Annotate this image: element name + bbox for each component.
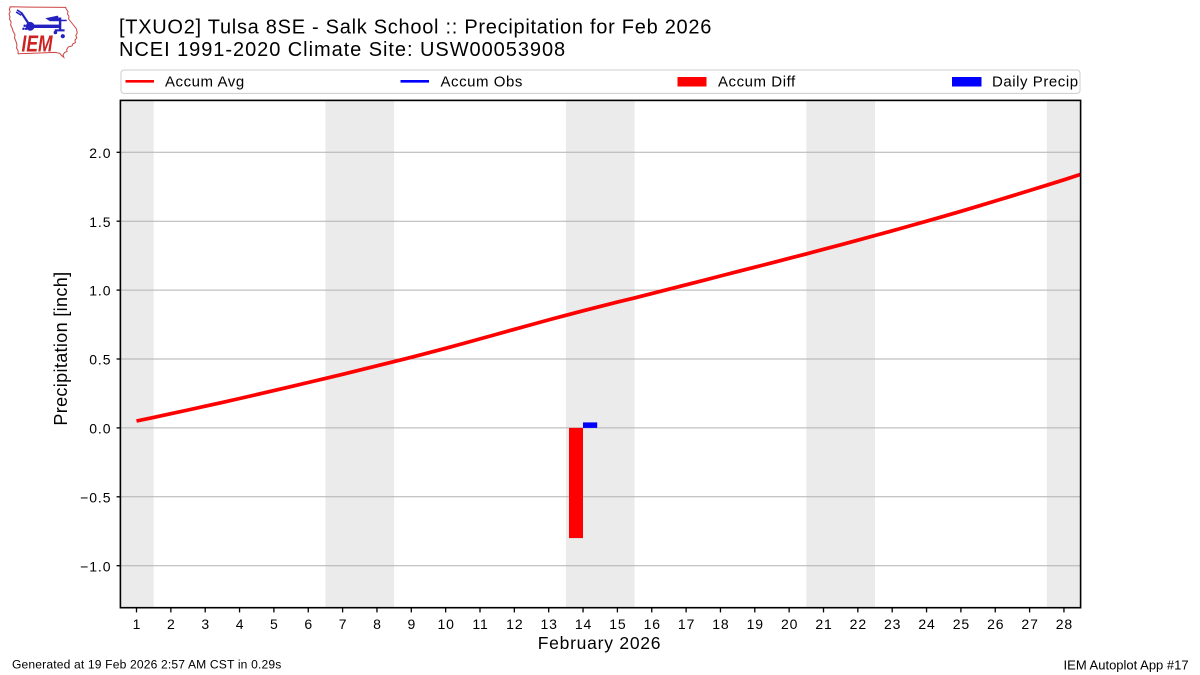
svg-text:1: 1 xyxy=(133,616,142,632)
svg-text:4: 4 xyxy=(236,616,245,632)
svg-text:Daily Precip: Daily Precip xyxy=(992,73,1079,90)
svg-text:5: 5 xyxy=(270,616,279,632)
svg-text:6: 6 xyxy=(304,616,313,632)
svg-text:7: 7 xyxy=(339,616,348,632)
svg-text:20: 20 xyxy=(781,616,798,632)
svg-text:Accum Diff: Accum Diff xyxy=(718,73,796,90)
svg-text:Generated at 19 Feb 2026 2:57: Generated at 19 Feb 2026 2:57 AM CST in … xyxy=(12,658,281,672)
svg-text:Accum Avg: Accum Avg xyxy=(165,73,245,90)
svg-text:22: 22 xyxy=(850,616,867,632)
svg-text:1.0: 1.0 xyxy=(89,283,111,299)
svg-text:−1.0: −1.0 xyxy=(80,558,111,574)
svg-text:26: 26 xyxy=(987,616,1004,632)
svg-text:27: 27 xyxy=(1021,616,1038,632)
svg-text:[TXUO2] Tulsa 8SE - Salk Schoo: [TXUO2] Tulsa 8SE - Salk School :: Preci… xyxy=(119,17,712,39)
svg-text:16: 16 xyxy=(644,616,661,632)
svg-text:February 2026: February 2026 xyxy=(538,633,662,653)
svg-text:24: 24 xyxy=(918,616,935,632)
svg-text:10: 10 xyxy=(437,616,454,632)
svg-text:21: 21 xyxy=(815,616,832,632)
svg-text:14: 14 xyxy=(575,616,592,632)
svg-text:28: 28 xyxy=(1056,616,1073,632)
svg-text:Accum Obs: Accum Obs xyxy=(441,73,523,90)
svg-text:17: 17 xyxy=(678,616,695,632)
svg-text:25: 25 xyxy=(953,616,970,632)
svg-text:8: 8 xyxy=(373,616,382,632)
svg-text:19: 19 xyxy=(747,616,764,632)
svg-text:1.5: 1.5 xyxy=(89,214,111,230)
svg-text:3: 3 xyxy=(201,616,210,632)
svg-text:IEM Autoplot App #17: IEM Autoplot App #17 xyxy=(1064,658,1189,673)
svg-text:NCEI 1991-2020 Climate Site: U: NCEI 1991-2020 Climate Site: USW00053908 xyxy=(119,39,566,61)
svg-text:2: 2 xyxy=(167,616,176,632)
svg-text:0.0: 0.0 xyxy=(89,421,111,437)
svg-text:2.0: 2.0 xyxy=(89,145,111,161)
svg-text:11: 11 xyxy=(472,616,488,632)
svg-text:−0.5: −0.5 xyxy=(80,489,111,505)
svg-text:13: 13 xyxy=(541,616,558,632)
svg-text:9: 9 xyxy=(407,616,416,632)
svg-text:Precipitation [inch]: Precipitation [inch] xyxy=(51,272,71,426)
svg-text:IEM: IEM xyxy=(22,30,54,56)
svg-text:15: 15 xyxy=(609,616,626,632)
svg-text:18: 18 xyxy=(712,616,729,632)
svg-text:0.5: 0.5 xyxy=(89,352,111,368)
svg-text:12: 12 xyxy=(506,616,523,632)
svg-text:23: 23 xyxy=(884,616,901,632)
